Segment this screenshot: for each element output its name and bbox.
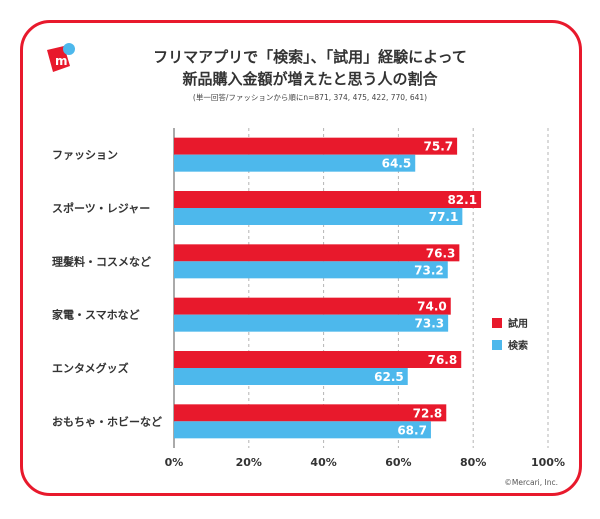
bar-value-label: 75.7 — [424, 140, 454, 154]
x-tick-label: 80% — [460, 456, 486, 469]
bar — [174, 351, 462, 368]
bar-value-label: 74.0 — [417, 300, 447, 314]
bar — [174, 154, 416, 172]
logo-letter: m — [55, 54, 68, 68]
bar — [174, 314, 449, 332]
bar-value-label: 73.3 — [415, 317, 445, 331]
category-label: エンタメグッズ — [52, 361, 129, 375]
x-tick-label: 60% — [385, 456, 411, 469]
legend-swatch — [492, 340, 502, 350]
bar-value-label: 72.8 — [413, 406, 443, 420]
legend-label: 検索 — [508, 339, 528, 352]
bar-value-label: 82.1 — [447, 193, 477, 207]
bar-value-label: 62.5 — [374, 370, 404, 384]
bar — [174, 208, 463, 225]
bar — [174, 404, 447, 422]
bar-value-label: 76.3 — [426, 246, 456, 260]
bar — [174, 421, 431, 439]
category-label: スポーツ・レジャー — [52, 201, 150, 215]
bar-value-label: 73.2 — [414, 263, 444, 277]
copyright: ©Mercari, Inc. — [504, 478, 558, 487]
legend-label: 試用 — [508, 317, 528, 330]
legend-swatch — [492, 318, 502, 328]
x-tick-label: 100% — [531, 456, 565, 469]
chart-title: フリマアプリで「検索」、「試用」経験によって 新品購入金額が増えたと思う人の割合 — [100, 46, 520, 90]
bar — [174, 297, 451, 315]
bar-value-label: 76.8 — [428, 353, 458, 367]
bar-value-label: 68.7 — [397, 423, 427, 437]
chart-title-line2: 新品購入金額が増えたと思う人の割合 — [182, 70, 438, 88]
chart-title-line1: フリマアプリで「検索」、「試用」経験によって — [153, 48, 467, 66]
category-label: おもちゃ・ホビーなど — [52, 414, 162, 428]
category-label: ファッション — [52, 149, 118, 162]
category-label: 家電・スマホなど — [52, 308, 140, 322]
bar — [174, 137, 458, 155]
x-tick-label: 40% — [310, 456, 336, 469]
logo-dot — [63, 43, 75, 55]
bar — [174, 368, 408, 385]
x-tick-label: 20% — [236, 456, 262, 469]
bar — [174, 244, 460, 262]
x-tick-label: 0% — [165, 456, 184, 469]
bar — [174, 191, 482, 208]
category-label: 理髪料・コスメなど — [52, 254, 151, 268]
bar-value-label: 77.1 — [429, 210, 459, 224]
sample-note: (単一回答/ファッションから順にn=871, 374, 475, 422, 77… — [192, 93, 428, 102]
mercari-logo-icon: m — [47, 43, 75, 72]
bar — [174, 261, 448, 279]
bar-value-label: 64.5 — [382, 157, 412, 171]
